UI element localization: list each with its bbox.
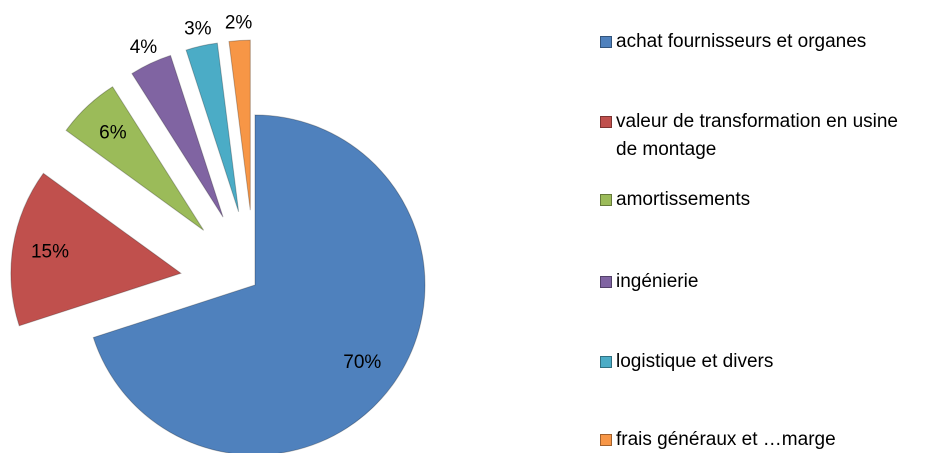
legend-swatch: [600, 434, 612, 446]
pie-slice: [131, 54, 224, 218]
legend-swatch: [600, 194, 612, 206]
data-label: 3%: [184, 18, 212, 39]
pie-slice: [65, 86, 205, 231]
legend-swatch: [600, 116, 612, 128]
legend-swatch: [600, 36, 612, 48]
pie-slice: [92, 114, 426, 453]
legend-label: valeur de transformation en usine de mon…: [616, 111, 898, 160]
legend-label: ingénierie: [616, 271, 699, 292]
legend-entry: logistique et divers: [600, 348, 900, 376]
legend-entry: ingénierie: [600, 268, 900, 296]
legend-label: amortissements: [616, 189, 751, 210]
legend-entry: amortissements: [600, 186, 900, 214]
legend-entry: valeur de transformation en usine de mon…: [600, 108, 900, 164]
data-label: 70%: [343, 352, 381, 373]
legend-swatch: [600, 276, 612, 288]
legend-label: frais généraux et …marge: [616, 429, 836, 450]
data-label: 6%: [99, 123, 127, 144]
legend-entry: achat fournisseurs et organes: [600, 28, 900, 56]
pie-slice: [10, 172, 183, 327]
pie-slice: [228, 39, 251, 211]
data-label: 15%: [31, 242, 69, 263]
chart: 70% 15% 6% 4% 3% 2%: [10, 13, 426, 453]
legend-label: logistique et divers: [616, 351, 774, 372]
legend-swatch: [600, 356, 612, 368]
data-label: 4%: [130, 37, 158, 58]
data-label: 2%: [225, 13, 253, 34]
legend-label: achat fournisseurs et organes: [616, 31, 867, 52]
pie-slice: [185, 42, 240, 212]
legend-entry: frais généraux et …marge: [600, 426, 900, 454]
